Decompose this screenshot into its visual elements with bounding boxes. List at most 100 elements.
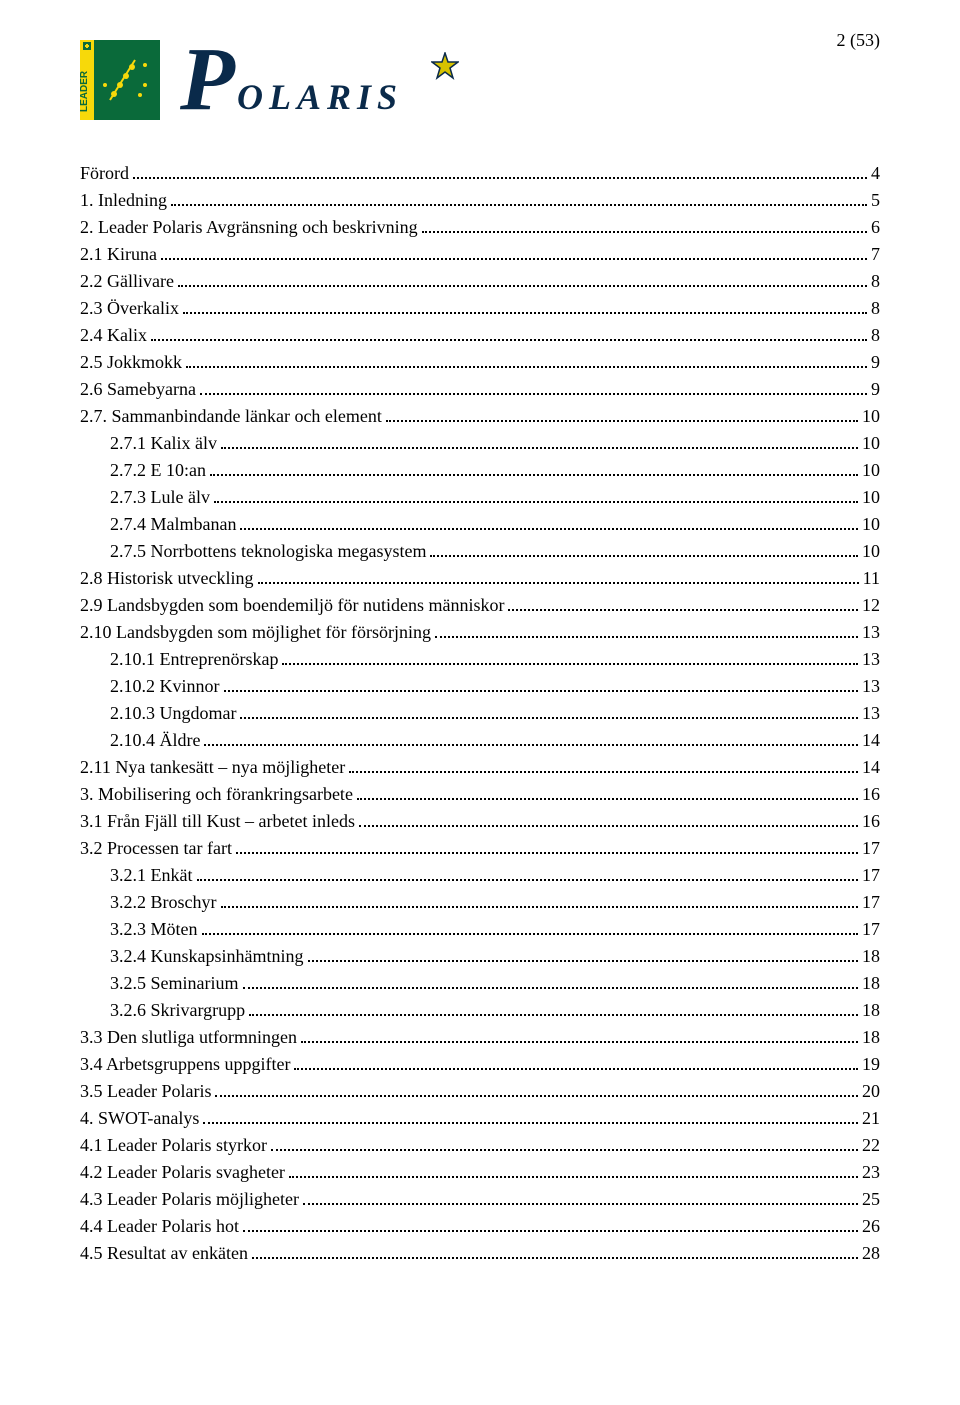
toc-row: 2.2 Gällivare 8 [80, 268, 880, 295]
toc-dots [178, 271, 867, 287]
toc-title: Förord [80, 160, 129, 187]
toc-dots [430, 541, 858, 557]
toc-row: 2.9 Landsbygden som boendemiljö för nuti… [80, 592, 880, 619]
polaris-logo: P OLARIS [180, 40, 403, 120]
toc-dots [133, 163, 867, 179]
toc-title: 4.1 Leader Polaris styrkor [80, 1132, 267, 1159]
toc-title: 2.10 Landsbygden som möjlighet för försö… [80, 619, 431, 646]
polaris-rest-text: OLARIS [237, 77, 403, 117]
toc-title: 2.7.3 Lule älv [110, 484, 210, 511]
toc-page-number: 21 [862, 1105, 880, 1132]
toc-page-number: 25 [862, 1186, 880, 1213]
toc-dots [258, 568, 859, 584]
toc-title: 2.7. Sammanbindande länkar och element [80, 403, 382, 430]
toc-page-number: 4 [871, 160, 880, 187]
page-number: 2 (53) [837, 30, 881, 51]
toc-row: 2.7. Sammanbindande länkar och element 10 [80, 403, 880, 430]
toc-page-number: 18 [862, 943, 880, 970]
toc-title: 2. Leader Polaris Avgränsning och beskri… [80, 214, 418, 241]
toc-row: 2. Leader Polaris Avgränsning och beskri… [80, 214, 880, 241]
toc-title: 3.2.5 Seminarium [110, 970, 239, 997]
toc-row: 3.5 Leader Polaris 20 [80, 1078, 880, 1105]
toc-page-number: 10 [862, 403, 880, 430]
toc-row: 2.5 Jokkmokk9 [80, 349, 880, 376]
toc-title: 2.10.2 Kvinnor [110, 673, 220, 700]
toc-page-number: 8 [871, 268, 880, 295]
toc-title: 3.3 Den slutliga utformningen [80, 1024, 297, 1051]
toc-page-number: 18 [862, 997, 880, 1024]
toc-page-number: 9 [871, 349, 880, 376]
toc-page-number: 13 [862, 646, 880, 673]
toc-dots [204, 730, 858, 746]
toc-dots [271, 1135, 858, 1151]
toc-row: 3.4 Arbetsgruppens uppgifter19 [80, 1051, 880, 1078]
toc-row: 2.10.2 Kvinnor13 [80, 673, 880, 700]
toc-dots [252, 1243, 858, 1259]
toc-page-number: 26 [862, 1213, 880, 1240]
toc-row: 1. Inledning5 [80, 187, 880, 214]
toc-row: 2.7.2 E 10:an10 [80, 457, 880, 484]
toc-dots [203, 1108, 858, 1124]
toc-row: 2.7.5 Norrbottens teknologiska megasyste… [80, 538, 880, 565]
toc-title: 3.1 Från Fjäll till Kust – arbetet inled… [80, 808, 355, 835]
toc-title: 2.7.4 Malmbanan [110, 511, 236, 538]
toc-title: 3.2.1 Enkät [110, 862, 193, 889]
toc-row: 3.2.4 Kunskapsinhämtning 18 [80, 943, 880, 970]
toc-dots [422, 217, 867, 233]
toc-dots [249, 1000, 858, 1016]
toc-title: 3. Mobilisering och förankringsarbete [80, 781, 353, 808]
toc-title: 4.5 Resultat av enkäten [80, 1240, 248, 1267]
toc-title: 2.10.4 Äldre [110, 727, 200, 754]
toc-dots [240, 514, 858, 530]
toc-title: 3.5 Leader Polaris [80, 1078, 211, 1105]
toc-row: 2.6 Samebyarna9 [80, 376, 880, 403]
polaris-rest-letters: OLARIS [237, 76, 403, 118]
toc-row: 2.1 Kiruna7 [80, 241, 880, 268]
toc-dots [214, 487, 858, 503]
toc-row: 3.2.3 Möten17 [80, 916, 880, 943]
toc-title: 2.7.2 E 10:an [110, 457, 206, 484]
toc-row: 4.4 Leader Polaris hot26 [80, 1213, 880, 1240]
toc-dots [301, 1027, 858, 1043]
toc-dots [224, 676, 859, 692]
toc-row: 2.7.1 Kalix älv10 [80, 430, 880, 457]
toc-dots [243, 973, 859, 989]
toc-row: Förord 4 [80, 160, 880, 187]
toc-page-number: 11 [863, 565, 880, 592]
toc-dots [349, 757, 858, 773]
toc-row: 4.1 Leader Polaris styrkor22 [80, 1132, 880, 1159]
toc-row: 2.10.4 Äldre 14 [80, 727, 880, 754]
toc-title: 4.2 Leader Polaris svagheter [80, 1159, 285, 1186]
toc-dots [151, 325, 867, 341]
toc-row: 4.3 Leader Polaris möjligheter 25 [80, 1186, 880, 1213]
toc-page-number: 28 [862, 1240, 880, 1267]
toc-page-number: 5 [871, 187, 880, 214]
toc-dots [197, 865, 859, 881]
toc-title: 2.2 Gällivare [80, 268, 174, 295]
toc-page-number: 13 [862, 700, 880, 727]
table-of-contents: Förord 41. Inledning52. Leader Polaris Av… [80, 160, 880, 1267]
toc-title: 2.10.1 Entreprenörskap [110, 646, 278, 673]
toc-page-number: 16 [862, 781, 880, 808]
toc-page-number: 6 [871, 214, 880, 241]
toc-page-number: 13 [862, 619, 880, 646]
toc-title: 3.4 Arbetsgruppens uppgifter [80, 1051, 290, 1078]
toc-title: 3.2.4 Kunskapsinhämtning [110, 943, 304, 970]
toc-title: 2.1 Kiruna [80, 241, 157, 268]
toc-row: 2.7.3 Lule älv10 [80, 484, 880, 511]
toc-title: 2.10.3 Ungdomar [110, 700, 236, 727]
toc-title: 2.9 Landsbygden som boendemiljö för nuti… [80, 592, 504, 619]
toc-dots [171, 190, 867, 206]
toc-page-number: 23 [862, 1159, 880, 1186]
toc-page-number: 10 [862, 511, 880, 538]
toc-title: 2.3 Överkalix [80, 295, 179, 322]
toc-row: 3.1 Från Fjäll till Kust – arbetet inled… [80, 808, 880, 835]
toc-title: 4.3 Leader Polaris möjligheter [80, 1186, 299, 1213]
toc-dots [215, 1081, 858, 1097]
toc-page-number: 20 [862, 1078, 880, 1105]
toc-dots [183, 298, 867, 314]
toc-dots [202, 919, 859, 935]
toc-row: 2.3 Överkalix 8 [80, 295, 880, 322]
toc-page-number: 14 [862, 727, 880, 754]
toc-page-number: 8 [871, 295, 880, 322]
